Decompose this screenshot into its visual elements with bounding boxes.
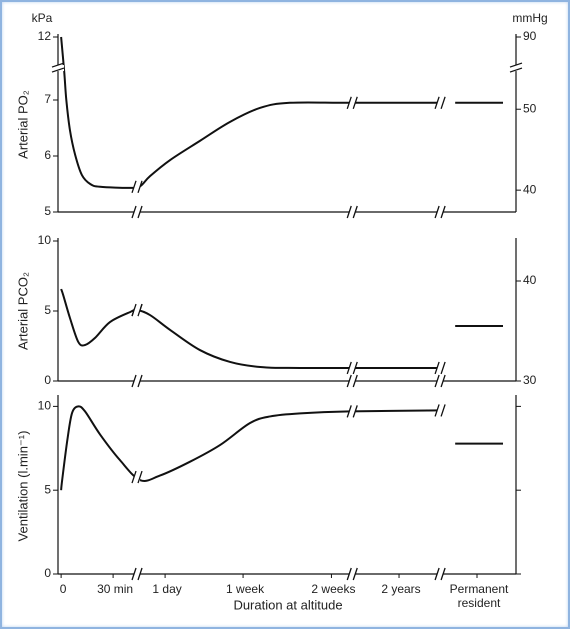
x-axis-break [349,375,356,387]
line-break-mark [440,361,446,375]
line-break-mark [434,404,440,417]
line-break-mark [437,361,444,374]
y-tick-label: 10 [38,233,52,247]
line-break-mark [434,96,440,110]
y2-tick-label: 90 [523,29,537,43]
line-break-mark [352,96,358,110]
y2-tick-label: 40 [523,273,537,287]
y2-tick-label: 30 [523,373,537,387]
y-tick-label: 0 [44,373,51,387]
line-break-mark [134,180,141,193]
y-tick-label: 10 [38,399,52,413]
line-break-mark [346,361,352,375]
line-break-mark [137,180,143,193]
y-axis-label: Arterial PCO₂ [15,272,30,350]
x-tick-label: 2 years [381,582,421,596]
y-axis-break [51,67,65,73]
line-break-mark [131,470,137,484]
x-axis-break [137,567,143,581]
x-axis-break [131,567,137,581]
y2-unit: mmHg [512,11,547,25]
x-axis-break [352,567,358,581]
line-break-mark [352,405,358,418]
y-tick-label: 5 [44,204,51,218]
line-break-mark [346,96,352,110]
y-unit: kPa [32,11,53,25]
x-axis-break [437,206,444,218]
line-break-mark [346,405,352,418]
x-axis-break [440,205,446,219]
data-line [60,36,504,189]
y-axis-break [52,65,64,72]
x-axis-break [134,206,141,218]
line-break-mark [349,96,356,109]
x-tick-label: 2 weeks [311,582,356,596]
line-break-mark [349,405,356,418]
x-axis-break [434,205,440,219]
line-break-mark [137,303,143,317]
x-axis-break [437,568,444,580]
line-break-mark [434,361,440,375]
y-tick-label: 0 [44,566,51,580]
line-break-mark [131,180,137,193]
x-axis-break [134,375,141,387]
x-axis-break [137,374,143,388]
line-break-mark [349,361,356,374]
y-tick-label: 12 [38,29,52,43]
x-axis-break [437,375,444,387]
x-axis-break [134,568,141,580]
y2-tick-label: 40 [523,182,537,196]
x-axis-break [440,374,446,388]
x-tick-label: 1 day [152,582,182,596]
y2-axis-break [510,65,522,72]
x-axis-break [131,205,137,219]
x-axis-break [346,374,352,388]
line-break-mark [134,471,141,484]
x-axis-break [346,205,352,219]
x-axis-break [440,567,446,581]
y2-axis-break [509,67,523,73]
x-axis-break [346,567,352,581]
x-axis-break [352,205,358,219]
x-tick-label: 0 [59,582,67,596]
line-break-mark [437,96,444,109]
line-break-mark [437,404,444,417]
line-break-mark [440,96,446,110]
y-tick-label: 7 [44,92,51,106]
x-tick-label: Permanent resident [449,582,509,610]
line-break-mark [440,404,446,417]
x-axis-break [349,568,356,580]
x-axis-break [352,374,358,388]
y-tick-label: 6 [44,148,51,162]
data-line [60,288,504,370]
data-line [60,405,504,491]
y-tick-label: 5 [44,482,51,496]
x-axis-break [434,374,440,388]
y2-tick-label: 50 [523,101,537,115]
line-break-mark [131,303,137,317]
y-axis-label: Ventilation (l.min⁻¹) [15,431,30,542]
y2-axis-break [509,62,523,68]
x-axis-break [434,567,440,581]
x-axis-break [131,374,137,388]
line-break-mark [137,470,143,484]
y-axis-break [51,62,65,68]
y-axis-label: Arterial PO₂ [15,90,30,159]
x-tick-label: 30 min [97,582,134,596]
line-break-mark [134,304,141,317]
x-axis-label: Duration at altitude [233,597,342,612]
x-axis-break [137,205,143,219]
line-break-mark [352,361,358,375]
x-tick-label: 1 week [226,582,265,596]
x-axis-break [349,206,356,218]
y-tick-label: 5 [44,303,51,317]
